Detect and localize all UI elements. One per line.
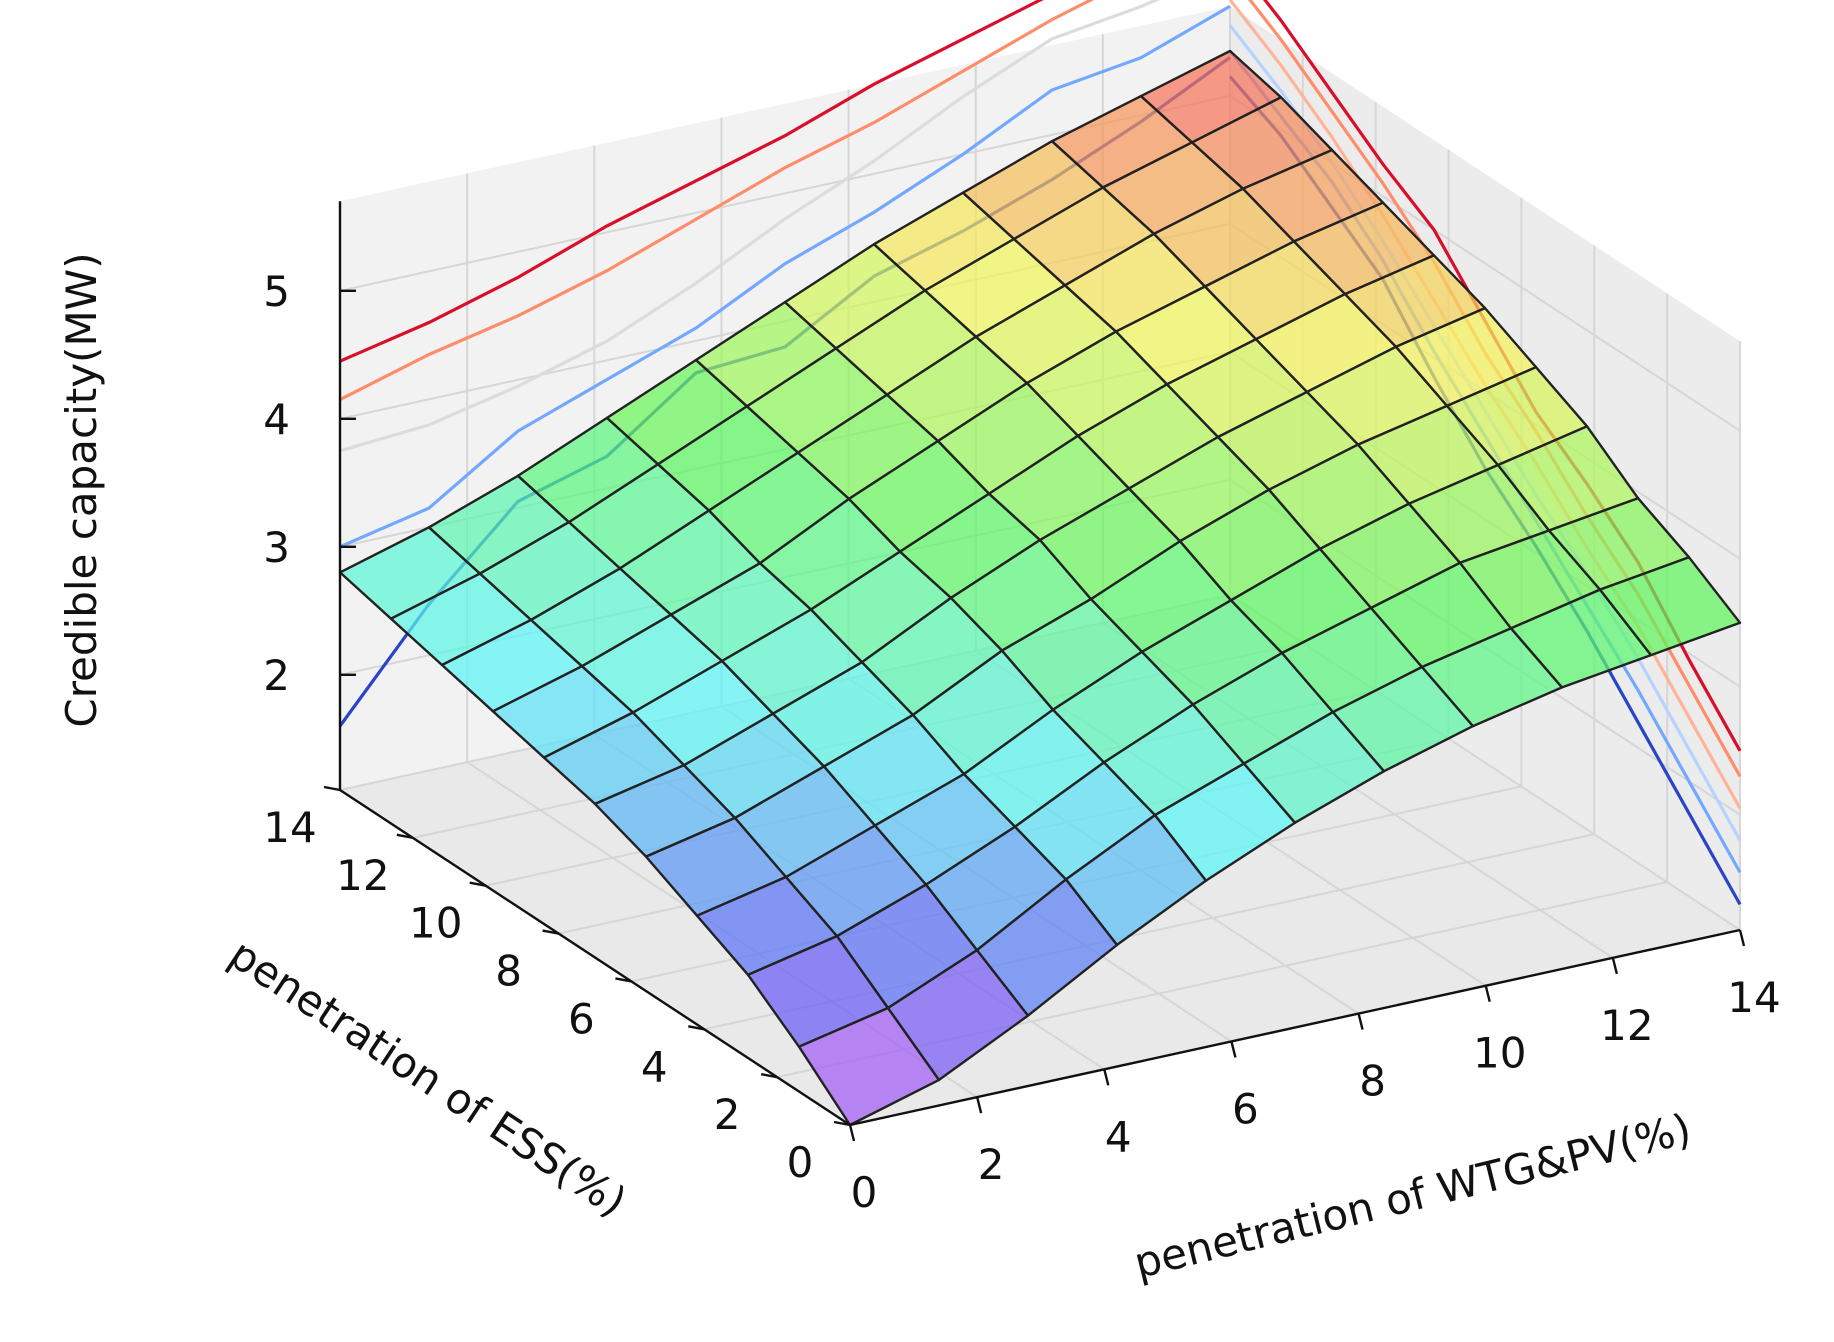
x-tick-label: 12 [1600, 1001, 1653, 1050]
x-tick [848, 1124, 856, 1142]
y-tick [833, 1120, 851, 1127]
x-tick-label: 14 [1727, 973, 1780, 1022]
y-tick-label: 12 [336, 851, 389, 900]
y-tick-label: 4 [641, 1042, 668, 1091]
z-tick-label: 4 [263, 395, 290, 444]
projection-line-back-4 [339, 0, 1044, 363]
x-tick-label: 4 [1105, 1112, 1132, 1161]
y-tick [323, 785, 341, 792]
y-axis-title: penetration of ESS(%) [221, 929, 635, 1226]
x-tick-label: 0 [851, 1168, 878, 1217]
y-tick [469, 881, 486, 887]
z-tick-label: 3 [263, 523, 290, 572]
x-tick-label: 6 [1232, 1084, 1259, 1133]
y-tick-label: 8 [495, 947, 522, 996]
y-tick [615, 977, 632, 983]
x-tick [1230, 1041, 1237, 1058]
x-tick-label: 10 [1473, 1029, 1526, 1078]
y-tick-label: 14 [263, 803, 316, 852]
y-tick-label: 0 [787, 1138, 814, 1187]
y-tick-label: 10 [409, 899, 462, 948]
surface-cell [1598, 556, 1742, 657]
projection-line-back-3 [339, 0, 1095, 402]
x-tick-label: 8 [1359, 1057, 1386, 1106]
axis-lines [323, 201, 1746, 1142]
projection-line-back-2 [339, 0, 1160, 453]
y-tick [396, 833, 414, 840]
x-tick [1357, 1013, 1364, 1030]
z-tick-label: 2 [263, 651, 290, 700]
z-tick-label: 5 [263, 267, 290, 316]
surface-mesh [338, 49, 1742, 1127]
y-tick-label: 2 [714, 1090, 741, 1139]
y-tick [760, 1072, 778, 1079]
x-tick [1103, 1068, 1110, 1086]
x-axis-title: penetration of WTG&PV(%) [1129, 1104, 1695, 1288]
x-tick [1611, 957, 1619, 975]
y-tick [688, 1025, 705, 1031]
x-tick [1738, 929, 1746, 947]
z-axis-title: Credible capacity(MW) [57, 252, 106, 727]
x-tick [1484, 985, 1491, 1003]
y-axis-line [339, 788, 851, 1127]
projection-line-back-1 [339, 4, 1231, 549]
x-tick [975, 1096, 983, 1114]
y-tick [542, 929, 559, 935]
y-tick-label: 6 [568, 994, 595, 1043]
x-tick-label: 2 [978, 1140, 1005, 1189]
x-axis-line [849, 928, 1741, 1127]
